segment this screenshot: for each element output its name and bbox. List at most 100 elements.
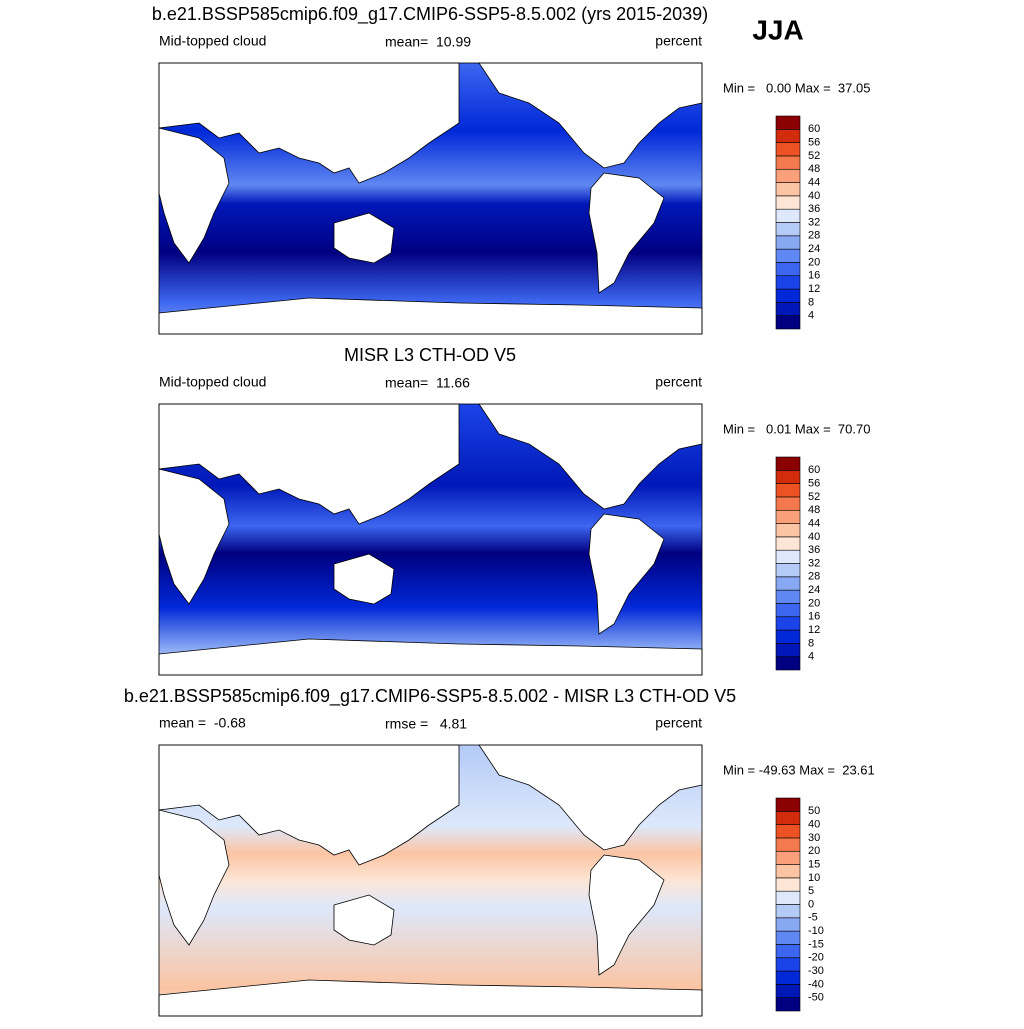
colorbar-box <box>775 208 801 223</box>
colorbar-label: 36 <box>808 203 820 215</box>
colorbar-box <box>775 643 801 657</box>
panel-left-label: Mid-topped cloud <box>159 33 266 49</box>
colorbar-label: 52 <box>808 150 820 162</box>
map-frame <box>158 62 703 335</box>
colorbar-label: 16 <box>808 611 820 623</box>
colorbar-box <box>775 811 801 825</box>
colorbar-label: 5 <box>808 885 814 897</box>
colorbar-label: 48 <box>808 163 820 175</box>
min-max: Min = 0.01 Max = 70.70 <box>723 421 870 436</box>
colorbar-box <box>775 456 801 471</box>
colorbar-box <box>775 904 801 919</box>
colorbar-box <box>775 957 801 972</box>
map-frame <box>158 744 703 1017</box>
colorbar-box <box>775 275 801 290</box>
colorbar-label: 8 <box>808 637 814 649</box>
colorbar-label: 44 <box>808 517 820 529</box>
panel-right-label: percent <box>655 374 702 390</box>
panel-right-label: percent <box>655 715 702 731</box>
panel-left-label: Mid-topped cloud <box>159 374 266 390</box>
colorbar-box <box>775 944 801 959</box>
colorbar-box <box>775 155 801 170</box>
colorbar-box <box>775 917 801 932</box>
colorbar-label: 28 <box>808 230 820 242</box>
colorbar-box <box>775 850 801 865</box>
colorbar-label: -30 <box>808 965 824 977</box>
colorbar-label: -40 <box>808 978 824 990</box>
min-max: Min = -49.63 Max = 23.61 <box>723 762 875 777</box>
colorbar-label: 60 <box>808 123 820 135</box>
colorbar-label: 20 <box>808 256 820 268</box>
colorbar-box <box>775 470 801 484</box>
colorbar-label: 16 <box>808 270 820 282</box>
colorbar-box <box>775 142 801 157</box>
colorbar-box <box>775 235 801 250</box>
panel-center-label: mean= 10.99 <box>385 34 471 50</box>
colorbar-box <box>775 262 801 277</box>
colorbar-label: 24 <box>808 584 820 596</box>
colorbar-box <box>775 302 801 316</box>
map <box>158 744 703 1017</box>
colorbar-box <box>775 248 801 263</box>
colorbar-box <box>775 629 801 644</box>
colorbar-label: 28 <box>808 571 820 583</box>
season-label: JJA <box>752 14 803 45</box>
colorbar-label: 36 <box>808 544 820 556</box>
colorbar-box <box>775 496 801 511</box>
panel-title: b.e21.BSSP585cmip6.f09_g17.CMIP6-SSP5-8.… <box>152 4 708 25</box>
colorbar-label: 44 <box>808 176 820 188</box>
colorbar-label: 52 <box>808 491 820 503</box>
panel-center-label: rmse = 4.81 <box>385 716 467 732</box>
colorbar-label: 4 <box>808 310 814 322</box>
colorbar-box <box>775 616 801 631</box>
colorbar-box <box>775 129 801 143</box>
colorbar-box <box>775 984 801 998</box>
colorbar-box <box>775 837 801 852</box>
colorbar-label: 30 <box>808 832 820 844</box>
colorbar-box <box>775 603 801 618</box>
colorbar-box <box>775 997 801 1012</box>
colorbar-label: 15 <box>808 858 820 870</box>
panel-title: b.e21.BSSP585cmip6.f09_g17.CMIP6-SSP5-8.… <box>124 686 736 707</box>
colorbar-box <box>775 797 801 812</box>
colorbar-box <box>775 930 801 945</box>
colorbar-box <box>775 864 801 879</box>
colorbar-box <box>775 509 801 524</box>
colorbar-label: -5 <box>808 912 818 924</box>
colorbar-box <box>775 877 801 892</box>
colorbar-box <box>775 168 801 183</box>
colorbar-box <box>775 589 801 604</box>
colorbar-label: 40 <box>808 190 820 202</box>
colorbar-box <box>775 576 801 591</box>
panel-right-label: percent <box>655 33 702 49</box>
colorbar-label: 56 <box>808 478 820 490</box>
colorbar-label: 50 <box>808 805 820 817</box>
colorbar-label: 56 <box>808 137 820 149</box>
colorbar-box <box>775 315 801 330</box>
colorbar-label: -10 <box>808 925 824 937</box>
colorbar-label: 48 <box>808 504 820 516</box>
colorbar-label: 12 <box>808 624 820 636</box>
map <box>158 62 703 335</box>
colorbar-label: 12 <box>808 283 820 295</box>
colorbar-label: 20 <box>808 597 820 609</box>
colorbar-label: -15 <box>808 938 824 950</box>
colorbar-box <box>775 182 801 197</box>
colorbar-box <box>775 483 801 498</box>
min-max: Min = 0.00 Max = 37.05 <box>723 80 870 95</box>
colorbar-label: 40 <box>808 819 820 831</box>
colorbar-box <box>775 195 801 210</box>
colorbar-box <box>775 288 801 303</box>
colorbar-box <box>775 222 801 237</box>
colorbar-box <box>775 523 801 538</box>
colorbar-box <box>775 549 801 564</box>
colorbar-box <box>775 824 801 839</box>
panel-left-label: mean = -0.68 <box>159 715 246 731</box>
colorbar-label: 4 <box>808 651 814 663</box>
colorbar-box <box>775 970 801 985</box>
colorbar-box <box>775 563 801 578</box>
colorbar-label: 10 <box>808 872 820 884</box>
colorbar-box <box>775 890 801 905</box>
colorbar-label: 8 <box>808 296 814 308</box>
